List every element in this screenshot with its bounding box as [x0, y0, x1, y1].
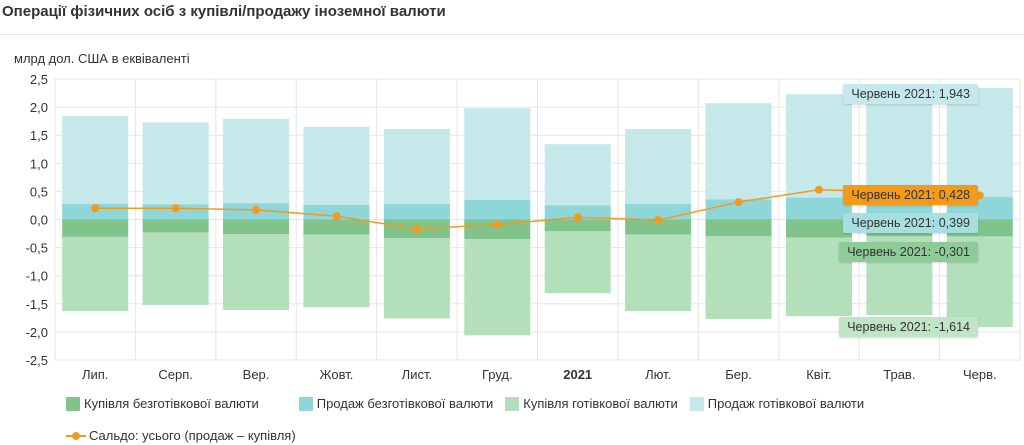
x-tick-label: Лют. [645, 367, 671, 382]
balance-point [814, 185, 823, 194]
balance-point [493, 220, 502, 229]
bar-cash-buy [705, 236, 772, 319]
legend-swatch [66, 396, 80, 411]
x-tick-label: Серп. [158, 367, 193, 382]
tooltip-cashless-sell: Червень 2021: 0,399 [843, 213, 978, 233]
balance-point [332, 212, 341, 221]
bar-cashless-sell [705, 199, 772, 220]
legend-item-cash-sell[interactable]: Продаж готівкової валюти [689, 396, 865, 411]
bar-cashless-buy [223, 219, 290, 235]
bar-cash-sell [705, 103, 772, 200]
x-tick-label: Бер. [725, 367, 752, 382]
bar-cash-sell [866, 96, 933, 199]
y-tick-label: 0,0 [30, 213, 48, 228]
x-tick-label: Груд. [482, 367, 513, 382]
bar-cash-buy [625, 234, 692, 312]
legend-swatch [505, 396, 520, 411]
balance-point [734, 198, 743, 207]
legend-item-cashless-sell[interactable]: Продаж безготівкової валюти [298, 396, 494, 411]
legend-label: Купівля безготівкової валюти [84, 396, 259, 411]
balance-point [91, 204, 100, 213]
legend-label: Купівля готівкової валюти [523, 396, 678, 411]
x-tick-label: Лип. [82, 367, 108, 382]
legend-item-cashless-buy[interactable]: Купівля безготівкової валюти [66, 396, 259, 411]
legend: Купівля безготівкової валюти Продаж безг… [66, 396, 876, 411]
x-tick-label: Вер. [243, 367, 270, 382]
balance-point [573, 213, 582, 222]
y-tick-label: 2,0 [30, 100, 48, 115]
chart-title: Операції фізичних осіб з купівлі/продажу… [2, 3, 446, 20]
x-tick-label: Трав. [883, 367, 915, 382]
y-tick-label: -2,0 [26, 325, 48, 340]
bar-cashless-buy [705, 219, 772, 237]
legend-swatch [298, 396, 313, 411]
bar-cashless-buy [303, 219, 370, 235]
tooltip-cashless-buy: Червень 2021: -0,301 [839, 242, 978, 262]
bar-cash-sell [142, 122, 209, 205]
bar-cash-sell [62, 116, 129, 204]
legend-swatch [689, 396, 704, 411]
bar-cash-buy [62, 236, 129, 312]
bar-cashless-buy [142, 219, 209, 233]
tooltip-cash-buy: Червень 2021: -1,614 [839, 317, 978, 337]
bar-cash-sell [464, 108, 531, 200]
legend-label: Продаж готівкової валюти [707, 396, 865, 411]
bar-cash-sell [383, 129, 450, 204]
bar-cashless-sell [625, 203, 692, 220]
y-tick-label: 2,5 [30, 72, 48, 87]
balance-point [252, 205, 261, 214]
bar-cashless-sell [464, 199, 531, 220]
bar-cash-sell [946, 87, 1013, 198]
bar-cash-sell [785, 94, 852, 198]
line-marker-icon [66, 431, 86, 440]
bar-cashless-buy [464, 219, 531, 240]
y-tick-label: -0,5 [26, 241, 48, 256]
x-tick-label: Черв. [963, 367, 997, 382]
x-tick-label: Квіт. [806, 367, 832, 382]
y-tick-label: -1,0 [26, 269, 48, 284]
bar-cashless-buy [62, 219, 129, 237]
bar-cash-sell [223, 118, 290, 204]
x-tick-label: Жовт. [320, 367, 354, 382]
bar-cash-buy [383, 238, 450, 319]
bar-cashless-buy [544, 219, 611, 232]
y-tick-label: 1,0 [30, 156, 48, 171]
bar-cashless-sell [383, 203, 450, 220]
balance-line [95, 188, 980, 230]
y-axis-label: млрд дол. США в еквіваленті [14, 51, 190, 66]
bar-cash-buy [142, 232, 209, 305]
balance-point [171, 204, 180, 213]
bar-cash-sell [303, 126, 370, 205]
tooltip-balance: Червень 2021: 0,428 [843, 185, 978, 205]
legend-item-balance[interactable]: Сальдо: усього (продаж – купівля) [66, 428, 296, 443]
bar-cash-sell [544, 144, 611, 206]
bar-cashless-sell [785, 197, 852, 220]
legend-label: Сальдо: усього (продаж – купівля) [89, 428, 296, 443]
y-tick-label: -2,5 [26, 353, 48, 368]
bar-cash-buy [223, 234, 290, 310]
x-tick-label: 2021 [563, 367, 592, 382]
legend-label: Продаж безготівкової валюти [316, 396, 494, 411]
tooltip-cash-sell: Червень 2021: 1,943 [843, 84, 978, 104]
legend-item-cash-buy[interactable]: Купівля готівкової валюти [505, 396, 678, 411]
title-divider [0, 34, 1024, 35]
y-tick-label: -1,5 [26, 297, 48, 312]
balance-point [412, 225, 421, 234]
x-tick-label: Лист. [402, 367, 432, 382]
balance-point [654, 216, 663, 225]
y-tick-label: 0,5 [30, 184, 48, 199]
bar-cashless-buy [625, 219, 692, 235]
bar-cash-buy [544, 231, 611, 294]
bar-cashless-buy [785, 219, 852, 238]
bar-cash-buy [464, 239, 531, 336]
bar-cash-buy [303, 234, 370, 308]
y-tick-label: 1,5 [30, 128, 48, 143]
bar-cashless-sell [544, 205, 611, 220]
bar-cash-sell [625, 129, 692, 204]
